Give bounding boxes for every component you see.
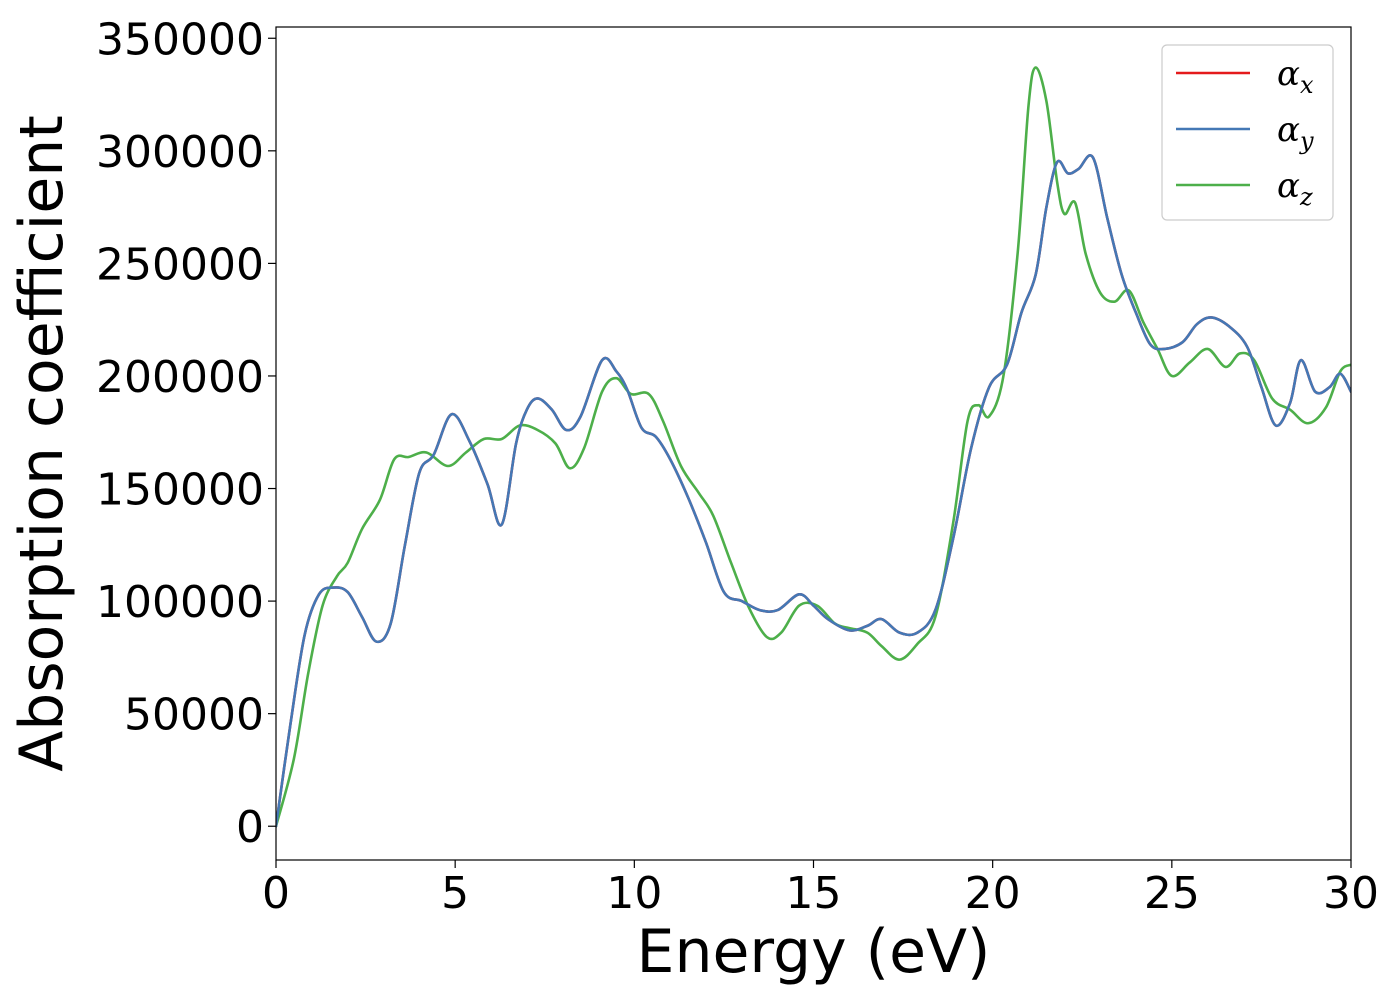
series-layer <box>276 66 1351 828</box>
x-tick-label: 30 <box>1323 868 1379 919</box>
legend-label-symbol: α <box>1277 110 1300 150</box>
legend-label-symbol: α <box>1277 166 1300 206</box>
legend-label-z: αz <box>1277 166 1313 211</box>
y-tick-label: 0 <box>236 802 264 853</box>
x-tick-label: 0 <box>262 868 290 919</box>
x-tick-label: 10 <box>606 868 662 919</box>
x-tick-label: 25 <box>1144 868 1200 919</box>
y-tick-label: 250000 <box>96 239 264 290</box>
x-tick-label: 5 <box>441 868 469 919</box>
legend-label-x: αx <box>1277 54 1314 99</box>
y-tick-label: 150000 <box>96 465 264 516</box>
y-tick-label: 50000 <box>124 690 264 741</box>
x-axis-ticks: 0 5 10 15 20 25 30 <box>262 860 1379 919</box>
legend-label-subscript: x <box>1300 71 1314 99</box>
legend-label-subscript: z <box>1299 183 1313 211</box>
legend-box <box>1161 44 1334 221</box>
x-tick-label: 20 <box>965 868 1021 919</box>
plot-frame <box>275 26 1352 861</box>
y-axis-title: Absorption coefficient <box>7 115 77 772</box>
series-line-x <box>276 154 1351 828</box>
y-tick-label: 300000 <box>96 127 264 178</box>
y-tick-label: 200000 <box>96 352 264 403</box>
x-tick-label: 15 <box>786 868 842 919</box>
x-axis-title: Energy (eV) <box>637 917 991 987</box>
series-line-y <box>276 154 1351 828</box>
legend-label-subscript: y <box>1299 127 1314 155</box>
legend-label-y: αy <box>1277 110 1314 155</box>
y-tick-label: 350000 <box>96 14 264 65</box>
y-tick-label: 100000 <box>96 577 264 628</box>
y-axis-ticks: 0 50000 100000 150000 200000 250000 300000 3500… <box>96 14 276 853</box>
legend-label-symbol: α <box>1277 54 1300 94</box>
